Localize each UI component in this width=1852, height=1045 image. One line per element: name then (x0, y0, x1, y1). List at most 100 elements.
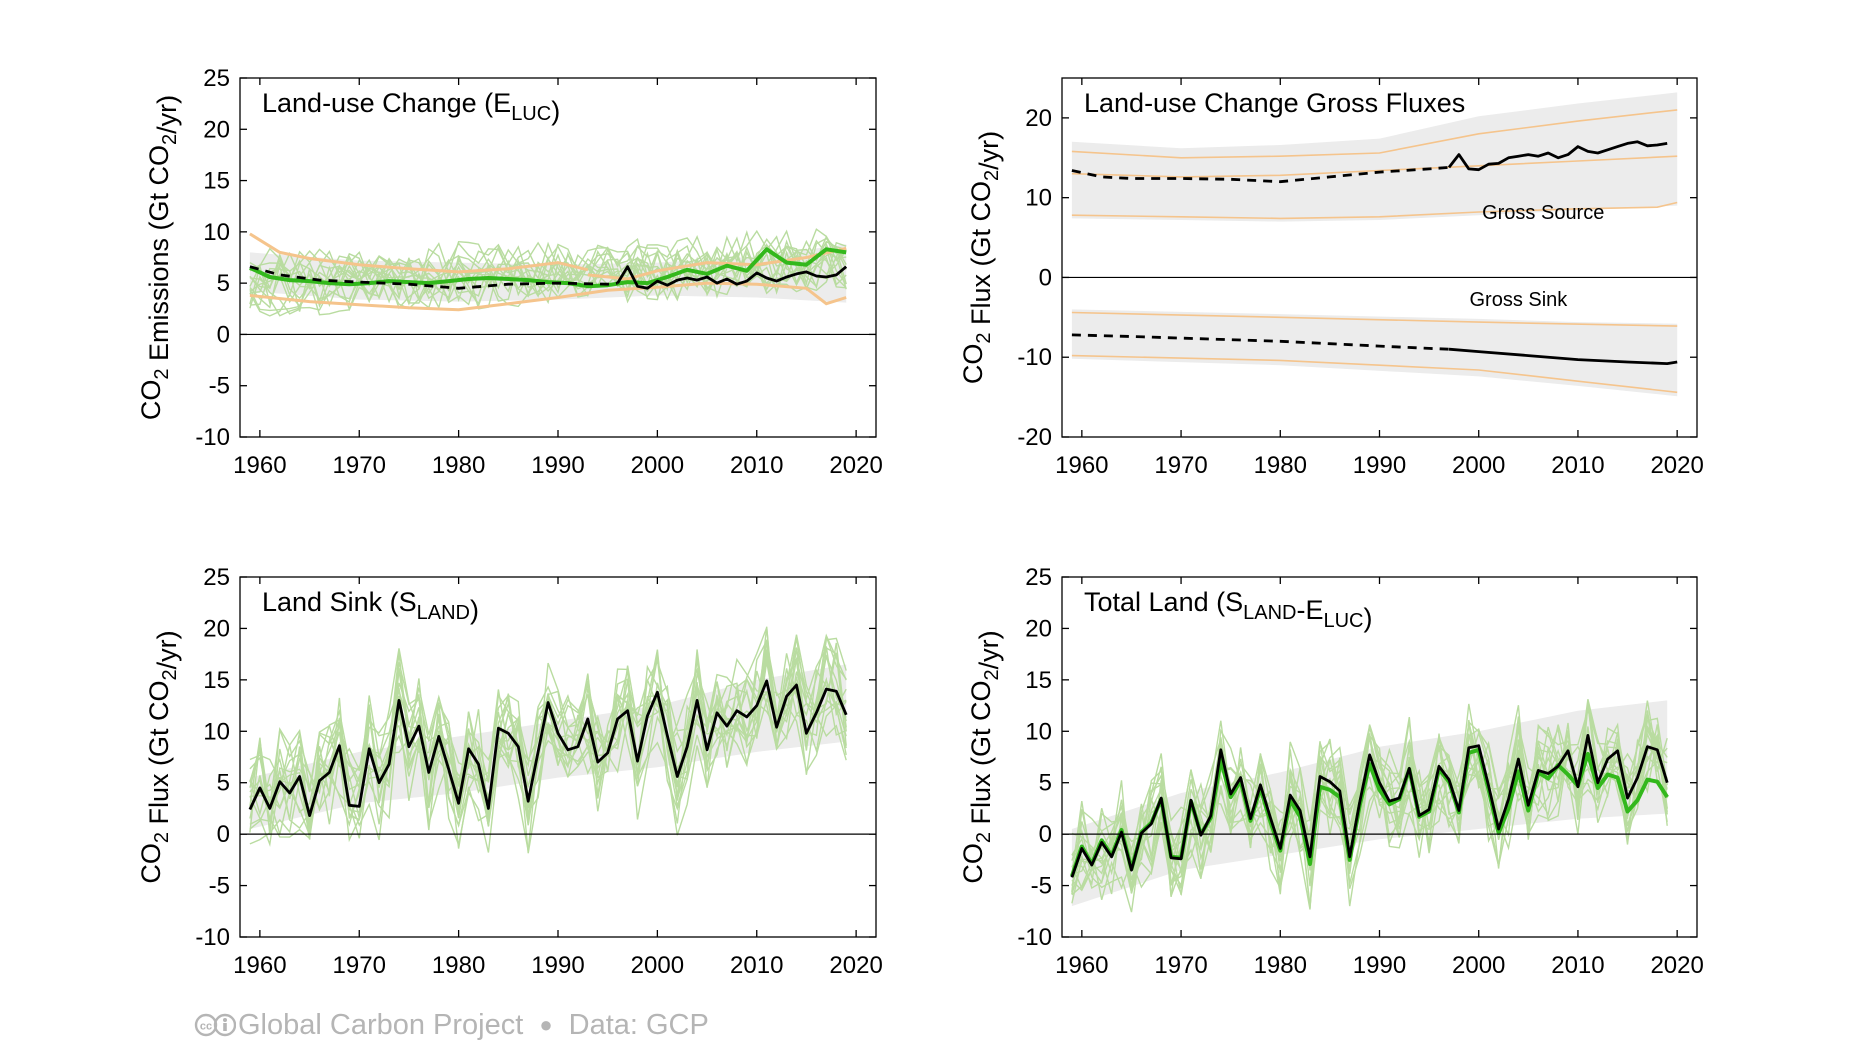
x-tick-label: 1970 (333, 952, 386, 979)
chart-title: Land-use Change Gross Fluxes (1084, 88, 1465, 118)
y-tick-label: -5 (209, 373, 230, 400)
footer-data-source: Data: GCP (568, 1008, 709, 1041)
x-tick-label: 2020 (829, 952, 882, 979)
x-tick-label: 2010 (1551, 952, 1604, 979)
svg-text:cc: cc (200, 1021, 212, 1033)
x-tick-label: 1970 (333, 452, 386, 479)
bookkeeping-line (1071, 201, 1678, 220)
y-tick-label: 25 (203, 564, 230, 591)
chart-title: Land Sink (SLAND) (262, 587, 479, 625)
budget-line (616, 265, 848, 290)
x-tick-label: 2010 (1551, 452, 1604, 479)
model-trace (249, 237, 847, 306)
budget-line (1447, 140, 1668, 172)
x-tick-label: 2000 (1452, 452, 1505, 479)
footer-project: Global Carbon Project (238, 1008, 524, 1041)
y-tick-label: 20 (203, 116, 230, 143)
model-trace (249, 252, 847, 317)
bookkeeping-line (249, 232, 589, 274)
y-tick-label: 5 (217, 770, 230, 797)
y-tick-label: -5 (1031, 873, 1052, 900)
y-tick-label: 5 (217, 270, 230, 297)
plot-area-gross (1071, 92, 1678, 397)
y-tick-label: 0 (1039, 264, 1052, 291)
x-tick-label: 2010 (730, 952, 783, 979)
x-tick-label: 1980 (432, 952, 485, 979)
y-axis-label: CO2 Flux (Gt CO2/yr) (958, 630, 1004, 883)
y-tick-label: -10 (195, 424, 230, 451)
y-axis-label: CO2 Flux (Gt CO2/yr) (958, 131, 1004, 384)
y-tick-label: 10 (203, 718, 230, 745)
y-tick-label: 15 (203, 667, 230, 694)
y-tick-label: 25 (203, 65, 230, 92)
plot-area-total (1070, 699, 1669, 913)
model-trace (249, 634, 847, 829)
y-tick-label: 25 (1025, 564, 1052, 591)
x-tick-label: 2000 (1452, 952, 1505, 979)
x-tick-label: 2010 (730, 452, 783, 479)
model-trace (249, 228, 847, 289)
y-tick-label: -10 (1017, 344, 1052, 371)
chart-title: Land-use Change (ELUC) (262, 88, 560, 126)
y-tick-label: 0 (217, 821, 230, 848)
y-tick-label: 10 (1025, 185, 1052, 212)
x-tick-label: 1960 (1055, 952, 1108, 979)
y-tick-label: 0 (1039, 821, 1052, 848)
chart-luc: 1960 1970 1980 1990 2000 2010 2020 -10 -5 0 5 10 15 2… (136, 65, 883, 479)
x-tick-label: 1960 (233, 452, 286, 479)
y-tick-label: -10 (195, 924, 230, 951)
y-tick-label: 20 (203, 615, 230, 642)
y-tick-label: 20 (1025, 615, 1052, 642)
chart-gross: 1960 1970 1980 1990 2000 2010 2020 -20 -10 0 10 20 L… (958, 77, 1704, 479)
y-tick-label: 5 (1039, 770, 1052, 797)
model-trace (249, 652, 847, 817)
x-tick-label: 1990 (531, 952, 584, 979)
chart-sland: 1960 1970 1980 1990 2000 2010 2020 -10 -5 0 5 10 15 2… (136, 564, 883, 979)
x-tick-label: 1970 (1154, 452, 1207, 479)
chart-total: 1960 1970 1980 1990 2000 2010 2020 -10 -5 0 5 10 15 2… (958, 564, 1704, 979)
bookkeeping-line (1071, 354, 1678, 394)
x-tick-label: 1990 (1353, 952, 1406, 979)
y-tick-label: 15 (203, 168, 230, 195)
chart-title: Total Land (SLAND-ELUC) (1084, 587, 1372, 633)
model-trace (249, 690, 847, 845)
bookkeeping-line (587, 246, 847, 281)
x-tick-label: 2000 (631, 952, 684, 979)
y-tick-label: -20 (1017, 424, 1052, 451)
y-tick-label: 0 (217, 321, 230, 348)
bookkeeping-line (249, 281, 847, 312)
bookkeeping-line (1071, 155, 1678, 178)
y-tick-label: -5 (209, 873, 230, 900)
y-tick-label: 10 (203, 219, 230, 246)
x-tick-label: 1980 (432, 452, 485, 479)
budget-dashed-line (249, 265, 618, 290)
x-tick-label: 2000 (631, 452, 684, 479)
footer: cc Global Carbon Project ● Data: GCP (194, 1005, 709, 1045)
model-trace (249, 648, 847, 830)
footer-separator: ● (539, 1012, 553, 1037)
y-tick-label: -10 (1017, 924, 1052, 951)
plot-area-sland (248, 626, 848, 854)
uncertainty-band (1071, 309, 1678, 397)
x-tick-label: 2020 (1650, 952, 1703, 979)
annotation-label: Gross Source (1482, 202, 1604, 224)
bookkeeping-line (1071, 109, 1678, 159)
model-trace (249, 241, 847, 304)
uncertainty-band (1071, 92, 1678, 222)
y-axis-label: CO2 Flux (Gt CO2/yr) (136, 630, 182, 883)
budget-dashed-line (1071, 333, 1450, 351)
plot-area-luc (249, 228, 848, 317)
budget-line (1070, 734, 1669, 878)
x-tick-label: 1960 (233, 952, 286, 979)
creative-commons-icon: cc (194, 1012, 236, 1038)
x-tick-label: 2020 (1650, 452, 1703, 479)
annotation-label: Gross Sink (1470, 289, 1569, 311)
model-trace (1071, 722, 1668, 907)
budget-dashed-line (1071, 166, 1450, 184)
x-tick-label: 1980 (1254, 452, 1307, 479)
y-tick-label: 20 (1025, 105, 1052, 132)
budget-line (1448, 347, 1678, 365)
x-tick-label: 1980 (1254, 952, 1307, 979)
x-tick-label: 1990 (531, 452, 584, 479)
